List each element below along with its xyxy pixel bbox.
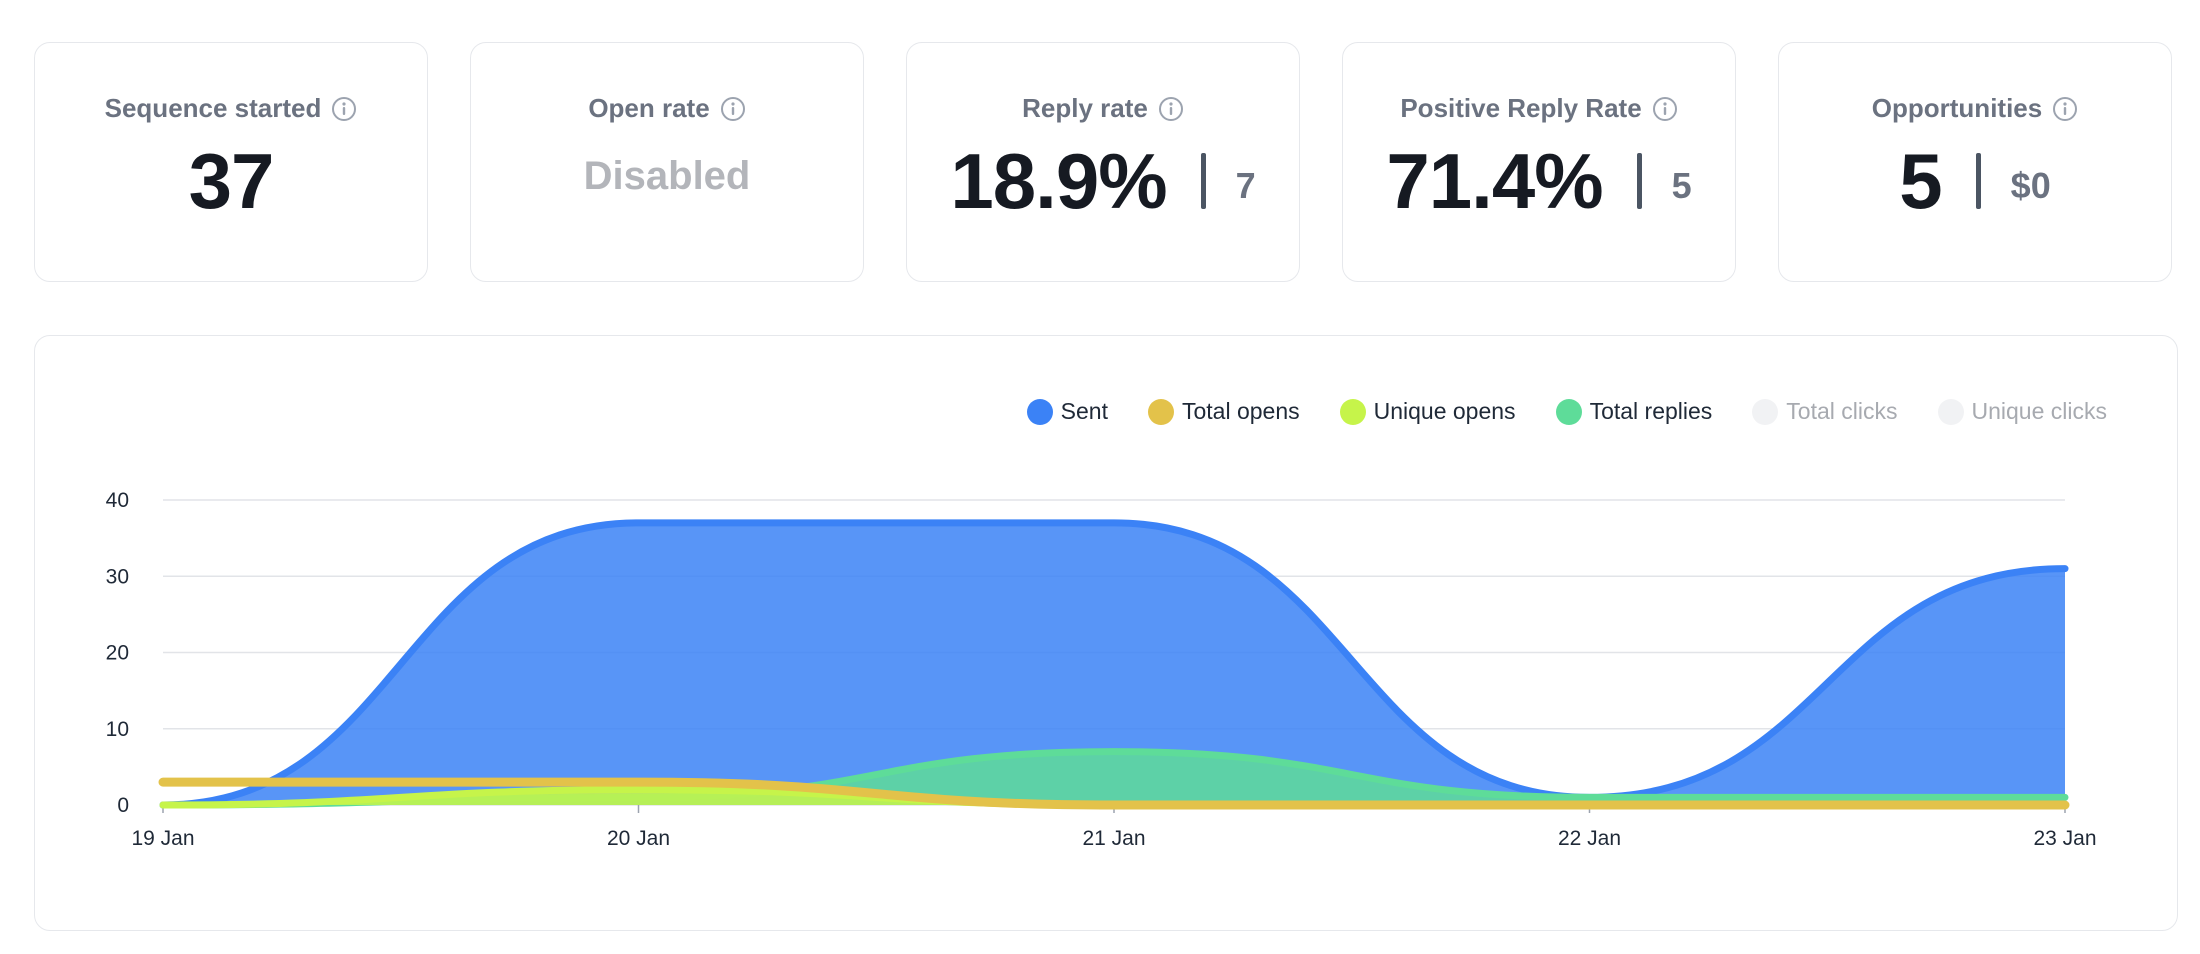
stats-cards: Sequence started 37 Open rate Disabled R… [34, 42, 2172, 282]
card-value: 71.4% [1386, 137, 1603, 225]
stat-card-open-rate: Open rate Disabled [470, 42, 864, 282]
card-secondary-value: 7 [1235, 165, 1256, 206]
card-value-row: 18.9% 7 [950, 142, 1255, 220]
card-title-label: Reply rate [1022, 93, 1148, 123]
legend-swatch [1752, 398, 1779, 425]
series-area-unique-opens [163, 789, 2065, 805]
card-value-disabled: Disabled [583, 154, 751, 198]
series-line-sent [159, 519, 2069, 809]
x-tick-label: 21 Jan [1082, 827, 1145, 850]
stat-card-positive-reply-rate: Positive Reply Rate 71.4% 5 [1342, 42, 1736, 282]
legend-label: Total opens [1181, 398, 1300, 424]
y-tick-label: 10 [106, 718, 129, 741]
card-value: 18.9% [950, 137, 1167, 225]
x-tick-label: 19 Jan [131, 827, 194, 850]
legend-item-unique-clicks[interactable]: Unique clicks [1937, 398, 2108, 425]
legend-item-total-replies[interactable]: Total replies [1555, 398, 1713, 425]
series-line-total-opens [158, 777, 2070, 810]
legend-label: Sent [1060, 398, 1108, 424]
card-title-label: Open rate [588, 93, 710, 123]
y-tick-label: 20 [106, 642, 129, 665]
value-separator [1975, 153, 1981, 209]
value-separator [1200, 153, 1206, 209]
card-title: Open rate [588, 93, 745, 124]
legend-swatch [1555, 398, 1582, 425]
legend-label: Total clicks [1786, 398, 1898, 424]
card-value-row: 71.4% 5 [1386, 142, 1691, 220]
card-value-row: 5 $0 [1899, 142, 2050, 220]
card-title: Positive Reply Rate [1400, 93, 1677, 124]
legend-item-sent[interactable]: Sent [1026, 398, 1108, 425]
legend-item-total-clicks[interactable]: Total clicks [1752, 398, 1898, 425]
value-separator [1636, 153, 1642, 209]
x-tick-label: 20 Jan [607, 827, 670, 850]
legend-swatch [1147, 398, 1174, 425]
card-secondary-value: $0 [2010, 165, 2051, 206]
legend-label: Unique opens [1373, 398, 1516, 424]
legend-swatch [1937, 398, 1964, 425]
card-title-label: Opportunities [1871, 93, 2043, 123]
info-icon[interactable] [1652, 96, 1678, 122]
legend-swatch [1339, 398, 1366, 425]
card-value-row: Disabled [584, 142, 751, 199]
series-area-total-replies [163, 751, 2065, 805]
card-title-label: Positive Reply Rate [1400, 93, 1642, 123]
chart-legend: Sent Total opens Unique opens Total repl… [1026, 398, 2108, 425]
card-value: 5 [1899, 137, 1942, 225]
area-chart: 0 10 20 30 40 19 Jan 20 Jan 21 Jan 22 Jan 23 Jan [106, 489, 2097, 850]
activity-chart-card: Sent Total opens Unique opens Total repl… [34, 335, 2178, 931]
legend-item-total-opens[interactable]: Total opens [1147, 398, 1300, 425]
card-title: Sequence started [105, 93, 358, 124]
x-tick-label: 22 Jan [1558, 827, 1621, 850]
card-value: 37 [188, 137, 275, 225]
info-icon[interactable] [2052, 96, 2078, 122]
x-tick-label: 23 Jan [2033, 827, 2096, 850]
stat-card-reply-rate: Reply rate 18.9% 7 [906, 42, 1300, 282]
info-icon[interactable] [331, 96, 357, 122]
info-icon[interactable] [720, 96, 746, 122]
card-title: Opportunities [1872, 93, 2078, 124]
card-secondary-value: 5 [1671, 165, 1692, 206]
series-area-sent [163, 522, 2065, 805]
stat-card-sequence-started: Sequence started 37 [34, 42, 428, 282]
info-icon[interactable] [1158, 96, 1184, 122]
card-title: Reply rate [1022, 93, 1184, 124]
legend-label: Total replies [1589, 398, 1713, 424]
card-value-row: 37 [188, 137, 275, 225]
y-tick-label: 30 [106, 565, 129, 588]
y-tick-label: 0 [117, 794, 129, 817]
y-tick-label: 40 [106, 489, 129, 512]
stat-card-opportunities: Opportunities 5 $0 [1778, 42, 2172, 282]
legend-swatch [1026, 398, 1053, 425]
card-title-label: Sequence started [104, 93, 322, 123]
legend-label: Unique clicks [1971, 398, 2108, 424]
legend-item-unique-opens[interactable]: Unique opens [1339, 398, 1516, 425]
